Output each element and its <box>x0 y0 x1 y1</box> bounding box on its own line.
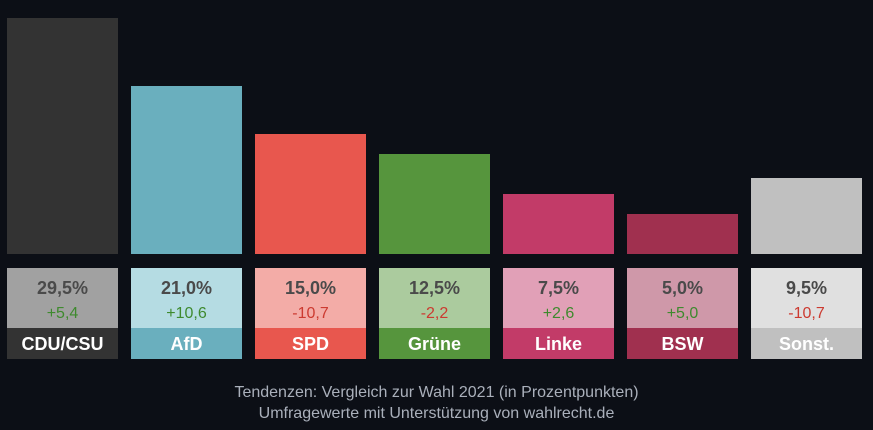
change-label-sonst: -10,7 <box>788 305 825 322</box>
bar-grüne <box>379 154 490 254</box>
value-box-linke <box>503 268 614 328</box>
party-label-afd: AfD <box>171 334 203 354</box>
party-label-cdu-csu: CDU/CSU <box>21 334 103 354</box>
name-box-bsw <box>627 328 738 359</box>
footnote-trend-comparison: Tendenzen: Vergleich zur Wahl 2021 (in P… <box>234 384 639 401</box>
footnote-source: Umfragewerte mit Unterstützung von wahlr… <box>258 405 615 422</box>
bar-sonst <box>751 178 862 254</box>
bar-afd <box>131 86 242 254</box>
change-label-cdu-csu: +5,4 <box>47 305 79 322</box>
party-label-bsw: BSW <box>662 334 704 354</box>
change-label-grüne: -2,2 <box>421 305 449 322</box>
bar-cdu-csu <box>7 18 118 254</box>
value-label-linke: 7,5% <box>538 278 579 298</box>
name-box-afd <box>131 328 242 359</box>
change-label-linke: +2,6 <box>543 305 575 322</box>
change-label-afd: +10,6 <box>166 305 207 322</box>
value-box-afd <box>131 268 242 328</box>
name-box-sonst <box>751 328 862 359</box>
value-box-cdu-csu <box>7 268 118 328</box>
name-box-linke <box>503 328 614 359</box>
value-label-grüne: 12,5% <box>409 278 460 298</box>
change-label-bsw: +5,0 <box>667 305 699 322</box>
party-label-spd: SPD <box>292 334 329 354</box>
value-box-spd <box>255 268 366 328</box>
value-label-afd: 21,0% <box>161 278 212 298</box>
party-label-linke: Linke <box>535 334 582 354</box>
value-label-spd: 15,0% <box>285 278 336 298</box>
value-box-sonst <box>751 268 862 328</box>
name-box-spd <box>255 328 366 359</box>
name-box-cdu-csu <box>7 328 118 359</box>
party-label-grüne: Grüne <box>408 334 461 354</box>
bar-linke <box>503 194 614 254</box>
value-box-bsw <box>627 268 738 328</box>
value-box-grüne <box>379 268 490 328</box>
bar-bsw <box>627 214 738 254</box>
value-label-bsw: 5,0% <box>662 278 703 298</box>
value-label-sonst: 9,5% <box>786 278 827 298</box>
value-label-cdu-csu: 29,5% <box>37 278 88 298</box>
bar-spd <box>255 134 366 254</box>
party-label-sonst: Sonst. <box>779 334 834 354</box>
change-label-spd: -10,7 <box>292 305 329 322</box>
name-box-grüne <box>379 328 490 359</box>
